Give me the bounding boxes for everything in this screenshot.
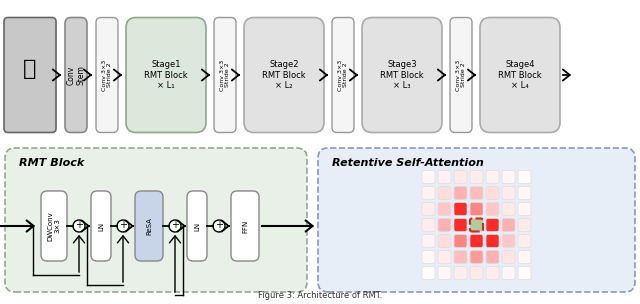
FancyBboxPatch shape <box>502 234 515 247</box>
Text: Stage4
RMT Block
× L₄: Stage4 RMT Block × L₄ <box>498 60 542 90</box>
FancyBboxPatch shape <box>454 267 467 279</box>
FancyBboxPatch shape <box>214 18 236 133</box>
FancyBboxPatch shape <box>470 202 483 216</box>
FancyBboxPatch shape <box>518 202 531 216</box>
FancyBboxPatch shape <box>454 219 467 232</box>
Text: Conv
Stem: Conv Stem <box>67 65 86 85</box>
FancyBboxPatch shape <box>231 191 259 261</box>
FancyBboxPatch shape <box>438 171 451 184</box>
Circle shape <box>213 220 225 232</box>
FancyBboxPatch shape <box>438 250 451 264</box>
FancyBboxPatch shape <box>450 18 472 133</box>
Text: LN: LN <box>194 221 200 230</box>
FancyBboxPatch shape <box>518 219 531 232</box>
FancyBboxPatch shape <box>470 267 483 279</box>
FancyBboxPatch shape <box>454 250 467 264</box>
Text: +: + <box>171 220 179 230</box>
FancyBboxPatch shape <box>454 186 467 199</box>
FancyBboxPatch shape <box>486 234 499 247</box>
FancyBboxPatch shape <box>518 171 531 184</box>
FancyBboxPatch shape <box>502 267 515 279</box>
FancyBboxPatch shape <box>422 234 435 247</box>
FancyBboxPatch shape <box>438 267 451 279</box>
FancyBboxPatch shape <box>438 186 451 199</box>
Text: Stage3
RMT Block
× L₃: Stage3 RMT Block × L₃ <box>380 60 424 90</box>
FancyBboxPatch shape <box>41 191 67 261</box>
FancyBboxPatch shape <box>422 219 435 232</box>
Text: RMT Block: RMT Block <box>19 158 84 168</box>
Text: Conv 3×3
Stride 2: Conv 3×3 Stride 2 <box>456 59 467 91</box>
FancyBboxPatch shape <box>502 186 515 199</box>
Text: Conv 3×3
Stride 2: Conv 3×3 Stride 2 <box>338 59 348 91</box>
Circle shape <box>117 220 129 232</box>
FancyBboxPatch shape <box>135 191 163 261</box>
FancyBboxPatch shape <box>486 219 499 232</box>
FancyBboxPatch shape <box>65 18 87 133</box>
FancyBboxPatch shape <box>518 186 531 199</box>
FancyBboxPatch shape <box>438 219 451 232</box>
FancyBboxPatch shape <box>244 18 324 133</box>
FancyBboxPatch shape <box>518 234 531 247</box>
FancyBboxPatch shape <box>502 250 515 264</box>
Text: Conv 3×3
Stride 2: Conv 3×3 Stride 2 <box>220 59 230 91</box>
FancyBboxPatch shape <box>422 250 435 264</box>
Circle shape <box>73 220 85 232</box>
FancyBboxPatch shape <box>470 219 483 232</box>
FancyBboxPatch shape <box>454 171 467 184</box>
FancyBboxPatch shape <box>96 18 118 133</box>
Text: 🐼: 🐼 <box>23 59 36 79</box>
Text: Conv 3×3
Stride 2: Conv 3×3 Stride 2 <box>102 59 113 91</box>
FancyBboxPatch shape <box>422 267 435 279</box>
Text: LN: LN <box>98 221 104 230</box>
FancyBboxPatch shape <box>470 171 483 184</box>
FancyBboxPatch shape <box>422 202 435 216</box>
FancyBboxPatch shape <box>318 148 635 292</box>
FancyBboxPatch shape <box>422 186 435 199</box>
FancyBboxPatch shape <box>422 171 435 184</box>
Text: +: + <box>215 220 223 230</box>
FancyBboxPatch shape <box>518 267 531 279</box>
FancyBboxPatch shape <box>438 234 451 247</box>
FancyBboxPatch shape <box>438 202 451 216</box>
Text: FFN: FFN <box>242 219 248 233</box>
FancyBboxPatch shape <box>470 186 483 199</box>
FancyBboxPatch shape <box>486 171 499 184</box>
FancyBboxPatch shape <box>502 219 515 232</box>
FancyBboxPatch shape <box>486 250 499 264</box>
FancyBboxPatch shape <box>486 267 499 279</box>
FancyBboxPatch shape <box>486 186 499 199</box>
FancyBboxPatch shape <box>362 18 442 133</box>
FancyBboxPatch shape <box>454 202 467 216</box>
Text: +: + <box>75 220 83 230</box>
Text: Figure 3: Architecture of RMT.: Figure 3: Architecture of RMT. <box>258 291 382 300</box>
Circle shape <box>169 220 181 232</box>
Text: Retentive Self-Attention: Retentive Self-Attention <box>332 158 484 168</box>
FancyBboxPatch shape <box>502 202 515 216</box>
FancyBboxPatch shape <box>187 191 207 261</box>
FancyBboxPatch shape <box>126 18 206 133</box>
FancyBboxPatch shape <box>480 18 560 133</box>
FancyBboxPatch shape <box>332 18 354 133</box>
FancyBboxPatch shape <box>518 250 531 264</box>
FancyBboxPatch shape <box>4 18 56 133</box>
Text: Stage1
RMT Block
× L₁: Stage1 RMT Block × L₁ <box>144 60 188 90</box>
Text: DWConv
3×3: DWConv 3×3 <box>47 211 61 241</box>
FancyBboxPatch shape <box>470 250 483 264</box>
Text: ReSA: ReSA <box>146 217 152 235</box>
FancyBboxPatch shape <box>486 202 499 216</box>
FancyBboxPatch shape <box>454 234 467 247</box>
Text: Stage2
RMT Block
× L₂: Stage2 RMT Block × L₂ <box>262 60 306 90</box>
FancyBboxPatch shape <box>5 148 307 292</box>
FancyBboxPatch shape <box>470 234 483 247</box>
FancyBboxPatch shape <box>502 171 515 184</box>
Text: +: + <box>119 220 127 230</box>
FancyBboxPatch shape <box>91 191 111 261</box>
